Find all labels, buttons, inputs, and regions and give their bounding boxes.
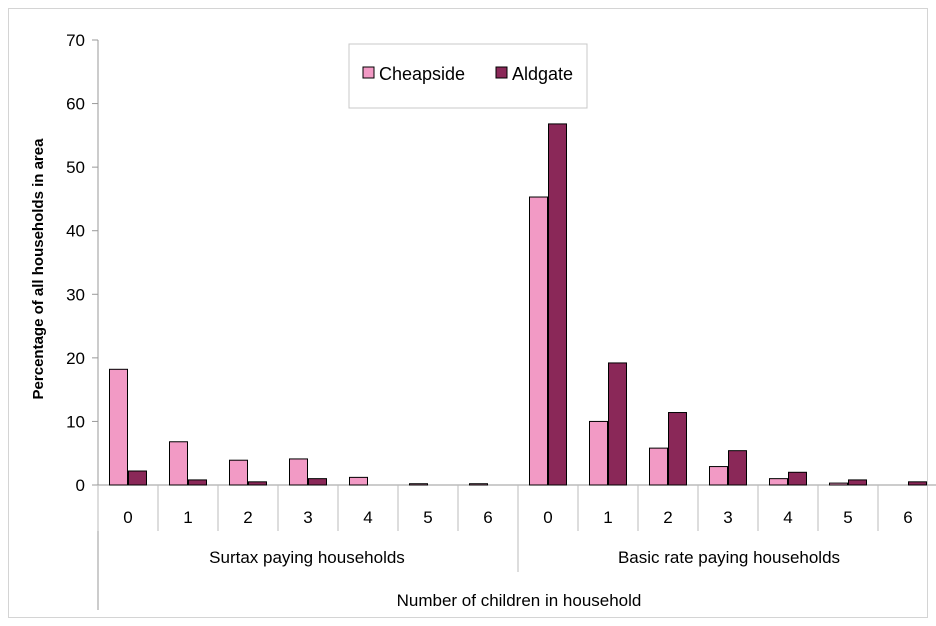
y-ticks: 0 10 20 30 40 50 60 70 [66,31,98,495]
x-category-label: 0 [123,508,132,527]
bars [109,123,927,486]
bar-cheapside [109,368,128,486]
x-category-label: 5 [843,508,852,527]
y-tick-label: 0 [76,476,85,495]
bar-aldgate [848,479,867,486]
bar-cheapside [469,483,488,486]
bar-cheapside [409,483,428,486]
x-category-label: 2 [243,508,252,527]
legend-label-aldgate: Aldgate [512,64,573,84]
bar-aldgate [788,471,807,486]
bar-aldgate [248,481,267,486]
legend-swatch-aldgate [495,66,508,79]
group-label-basic-rate: Basic rate paying households [618,548,840,567]
bar-aldgate [188,479,207,486]
x-category-label: 6 [483,508,492,527]
legend-swatch-cheapside [362,66,375,79]
legend: Cheapside Aldgate [348,43,588,109]
y-tick-label: 30 [66,285,85,304]
bar-aldgate [548,123,567,486]
legend-label-cheapside: Cheapside [379,64,465,84]
x-category-label: 3 [723,508,732,527]
bar-cheapside [169,441,188,486]
bar-cheapside [289,458,308,486]
bar-aldgate [608,362,627,486]
bar-aldgate [128,470,147,486]
y-tick-label: 10 [66,412,85,431]
bar-cheapside [529,196,548,486]
x-category-label: 4 [363,508,372,527]
x-category-label: 6 [903,508,912,527]
bar-aldgate [308,478,327,486]
group-label-surtax: Surtax paying households [209,548,405,567]
x-axis-title: Number of children in household [397,591,642,610]
axes [97,40,936,610]
bar-cheapside [349,476,368,486]
y-axis-title: Percentage of all households in area [30,138,47,400]
x-category-label: 2 [663,508,672,527]
bar-cheapside [589,420,608,486]
x-category-label: 5 [423,508,432,527]
y-tick-label: 20 [66,349,85,368]
y-tick-label: 50 [66,158,85,177]
bar-aldgate [728,450,747,486]
chart-frame [8,8,928,618]
y-tick-label: 40 [66,222,85,241]
bar-cheapside [229,459,248,486]
bar-aldgate [908,481,927,486]
bar-cheapside [649,447,668,486]
bar-aldgate [668,412,687,486]
bar-cheapside [709,466,728,486]
x-category-labels: 0 1 2 3 4 5 6 0 1 2 3 4 5 6 [97,485,913,572]
y-tick-label: 70 [66,31,85,50]
x-category-label: 1 [603,508,612,527]
x-category-label: 1 [183,508,192,527]
bar-cheapside [829,482,848,486]
x-category-label: 3 [303,508,312,527]
x-category-label: 4 [783,508,792,527]
x-category-label: 0 [543,508,552,527]
bar-cheapside [769,478,788,486]
y-tick-label: 60 [66,95,85,114]
